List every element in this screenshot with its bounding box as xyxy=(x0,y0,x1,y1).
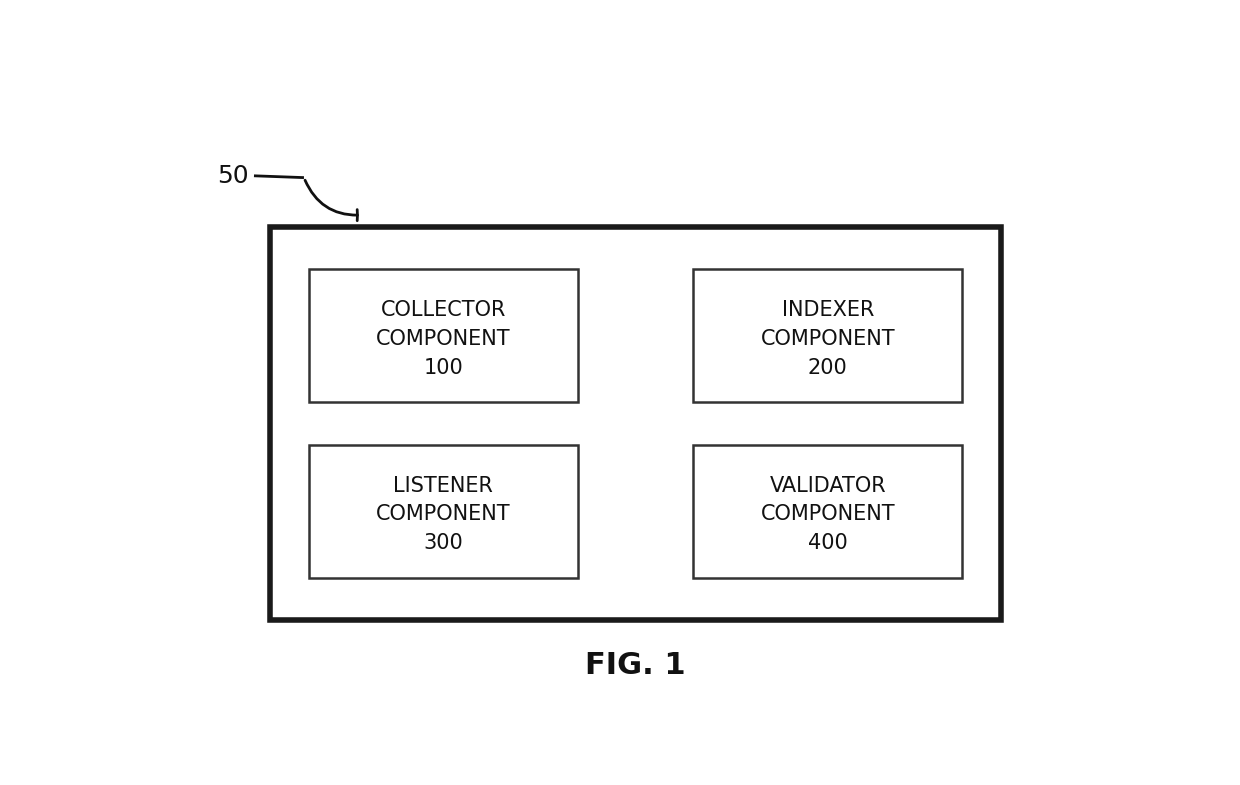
Text: VALIDATOR: VALIDATOR xyxy=(769,476,887,495)
Text: COMPONENT: COMPONENT xyxy=(760,504,895,524)
Bar xyxy=(693,445,962,578)
Text: COMPONENT: COMPONENT xyxy=(376,504,511,524)
Bar xyxy=(693,269,962,403)
Text: INDEXER: INDEXER xyxy=(781,301,874,320)
Bar xyxy=(270,227,1001,620)
Text: 50: 50 xyxy=(217,164,249,188)
Text: COMPONENT: COMPONENT xyxy=(376,329,511,349)
Text: COMPONENT: COMPONENT xyxy=(760,329,895,349)
Bar xyxy=(309,269,578,403)
Text: 100: 100 xyxy=(423,358,464,378)
Text: 300: 300 xyxy=(423,533,464,553)
Text: 400: 400 xyxy=(807,533,848,553)
Text: 200: 200 xyxy=(807,358,848,378)
Text: FIG. 1: FIG. 1 xyxy=(585,651,686,680)
Bar xyxy=(309,445,578,578)
Text: COLLECTOR: COLLECTOR xyxy=(381,301,506,320)
Text: LISTENER: LISTENER xyxy=(393,476,494,495)
